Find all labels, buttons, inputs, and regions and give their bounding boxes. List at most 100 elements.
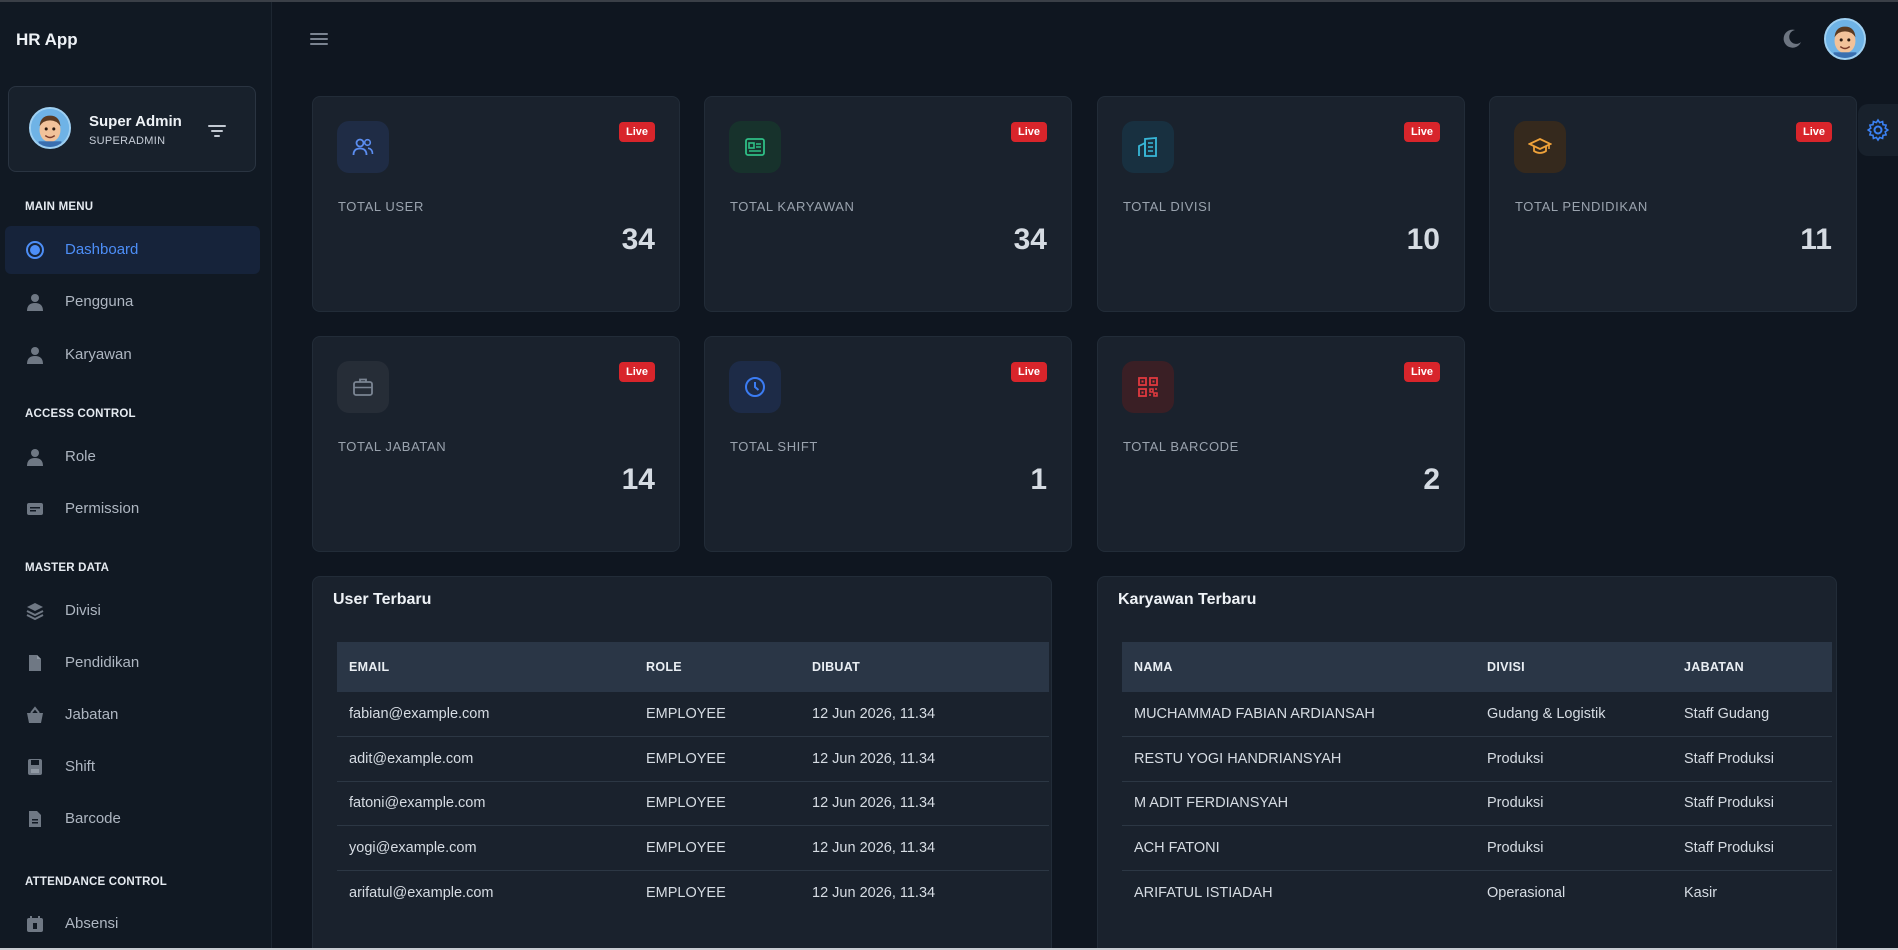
stat-label: TOTAL USER (338, 199, 424, 214)
calendar-icon (27, 916, 43, 932)
user-avatar-button[interactable] (1824, 18, 1866, 60)
table-header-row: NAMA DIVISI JABATAN (1122, 642, 1832, 692)
column-header-jabatan: JABATAN (1672, 642, 1832, 692)
live-badge: Live (1010, 362, 1047, 382)
user-icon (27, 449, 43, 466)
sidebar-item-absensi[interactable]: Absensi (5, 900, 260, 948)
live-badge: Live (1010, 122, 1047, 142)
table-row: adit@example.com EMPLOYEE 12 Jun 2026, 1… (337, 736, 1049, 782)
table-header-row: EMAIL ROLE DIBUAT (337, 642, 1049, 692)
stat-value: 34 (1013, 223, 1047, 256)
cell-created: 12 Jun 2026, 11.34 (800, 736, 1049, 782)
cell-name: M ADIT FERDIANSYAH (1122, 781, 1475, 826)
avatar (29, 107, 71, 149)
floppy-icon (28, 759, 42, 775)
panel-title: User Terbaru (333, 591, 432, 608)
filter-icon[interactable] (206, 122, 228, 140)
cell-position: Kasir (1684, 884, 1718, 901)
section-label-attendance-control: ATTENDANCE CONTROL (25, 876, 168, 888)
sidebar-item-label: Shift (65, 758, 96, 775)
stat-card-total-divisi: Live TOTAL DIVISI 10 (1097, 96, 1465, 312)
stat-label: TOTAL KARYAWAN (730, 199, 855, 214)
sidebar-item-barcode[interactable]: Barcode (5, 795, 260, 843)
live-badge: Live (1403, 122, 1440, 142)
cell-role: EMPLOYEE (634, 781, 800, 826)
sidebar-item-divisi[interactable]: Divisi (5, 587, 260, 635)
stat-icon-box (1122, 121, 1174, 173)
stat-icon-box (1122, 361, 1174, 413)
live-badge: Live (618, 362, 655, 382)
table-row: arifatul@example.com EMPLOYEE 12 Jun 202… (337, 870, 1049, 915)
stat-card-total-karyawan: Live TOTAL KARYAWAN 34 (704, 96, 1072, 312)
settings-button[interactable] (1858, 104, 1898, 156)
live-badge: Live (1795, 122, 1832, 142)
document-icon (29, 655, 41, 671)
stat-card-total-user: Live TOTAL USER 34 (312, 96, 680, 312)
sidebar-item-karyawan[interactable]: Karyawan (5, 331, 260, 379)
cell-position: Staff Produksi (1672, 825, 1832, 871)
sidebar-item-label: Divisi (65, 602, 101, 619)
table-row: MUCHAMMAD FABIAN ARDIANSAH Gudang & Logi… (1122, 692, 1832, 737)
cell-created: 12 Jun 2026, 11.34 (800, 825, 1049, 871)
moon-icon[interactable] (1780, 27, 1804, 51)
sidebar-item-dashboard[interactable]: Dashboard (5, 226, 260, 274)
cell-email: fabian@example.com (337, 692, 634, 737)
section-label-main-menu: MAIN MENU (25, 201, 94, 213)
cell-position: Staff Produksi (1672, 736, 1832, 782)
cell-role: EMPLOYEE (634, 736, 800, 782)
briefcase-icon (353, 378, 373, 396)
cell-division: Operasional (1487, 884, 1566, 901)
sidebar: HR App Super Admin SUPERADMIN MAIN MENU (0, 2, 272, 948)
column-header-divisi: DIVISI (1475, 642, 1672, 692)
cell-position: Staff Produksi (1672, 781, 1832, 826)
stat-icon-box (337, 361, 389, 413)
basket-icon (27, 706, 43, 723)
profile-card[interactable]: Super Admin SUPERADMIN (8, 86, 256, 172)
cell-name: ARIFATUL ISTIADAH (1134, 884, 1273, 901)
menu-toggle-icon[interactable] (308, 30, 330, 48)
sidebar-item-role[interactable]: Role (5, 433, 260, 481)
table-row: fatoni@example.com EMPLOYEE 12 Jun 2026,… (337, 781, 1049, 826)
stat-value: 11 (1800, 223, 1832, 256)
profile-role: SUPERADMIN (89, 135, 166, 147)
cell-role: EMPLOYEE (646, 884, 726, 901)
user-icon (27, 347, 43, 364)
app-title: HR App (16, 30, 78, 49)
stat-label: TOTAL PENDIDIKAN (1515, 199, 1648, 214)
sidebar-item-jabatan[interactable]: Jabatan (5, 691, 260, 739)
sidebar-item-pendidikan[interactable]: Pendidikan (5, 639, 260, 687)
avatar-face-icon (31, 109, 69, 147)
cell-role: EMPLOYEE (634, 692, 800, 737)
cell-role: EMPLOYEE (634, 825, 800, 871)
sidebar-item-label: Pendidikan (65, 654, 140, 671)
sidebar-item-shift[interactable]: Shift (5, 743, 260, 791)
layers-icon (26, 603, 44, 621)
sidebar-item-permission[interactable]: Permission (5, 485, 260, 533)
recent-users-table: EMAIL ROLE DIBUAT fabian@example.com EMP… (337, 642, 1049, 915)
clock-icon (745, 377, 765, 397)
sidebar-item-pengguna[interactable]: Pengguna (5, 278, 260, 326)
file-icon (29, 811, 41, 827)
table-row: M ADIT FERDIANSYAH Produksi Staff Produk… (1122, 781, 1832, 826)
sidebar-item-label: Jabatan (65, 706, 119, 723)
sidebar-item-label: Dashboard (65, 241, 139, 258)
stat-label: TOTAL SHIFT (730, 439, 818, 454)
id-card-icon (27, 503, 43, 515)
column-header-nama: NAMA (1122, 642, 1475, 692)
stat-icon-box (1514, 121, 1566, 173)
stat-icon-box (337, 121, 389, 173)
cell-email: adit@example.com (337, 736, 634, 782)
cell-name: ACH FATONI (1122, 825, 1475, 871)
cell-division: Produksi (1475, 736, 1672, 782)
sidebar-item-label: Karyawan (65, 346, 132, 363)
live-badge: Live (618, 122, 655, 142)
dashboard-icon (26, 241, 44, 259)
sidebar-item-label: Barcode (65, 810, 121, 827)
column-header-role: ROLE (634, 642, 800, 692)
stat-label: TOTAL BARCODE (1123, 439, 1239, 454)
column-header-dibuat: DIBUAT (800, 642, 1049, 692)
recent-users-panel: User Terbaru EMAIL ROLE DIBUAT fabian@ex… (312, 576, 1052, 950)
stat-value: 34 (621, 223, 655, 256)
gear-icon (1866, 118, 1890, 142)
cell-division: Gudang & Logistik (1475, 692, 1672, 737)
